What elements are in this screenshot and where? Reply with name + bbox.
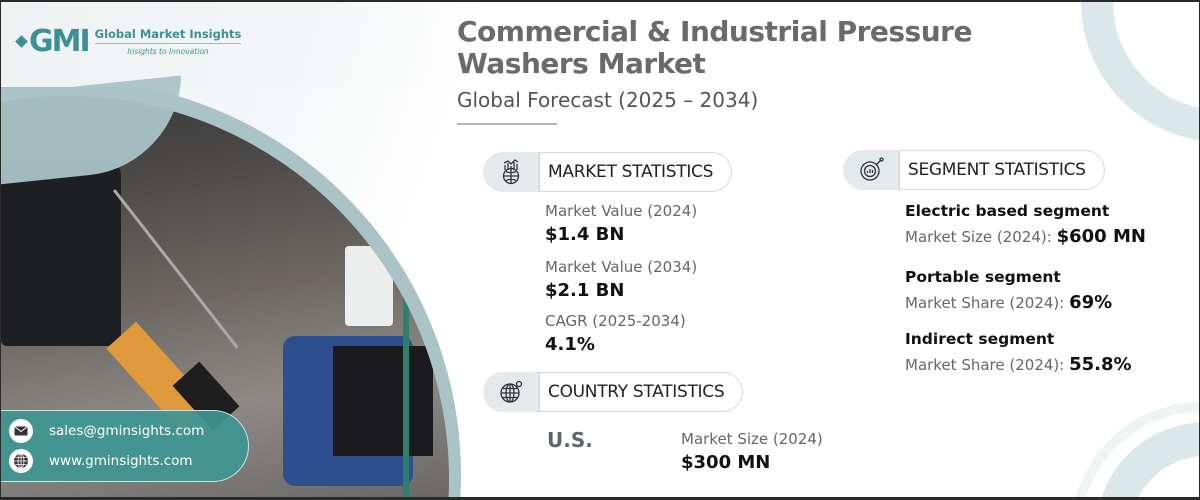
globe-icon [9, 449, 33, 473]
chart-globe-icon [483, 152, 539, 192]
page-subtitle: Global Forecast (2025 – 2034) [457, 88, 759, 112]
photo-worker [1, 156, 121, 346]
market-value-2024: $1.4 BN [545, 224, 625, 245]
logo-diamond-icon [15, 35, 28, 48]
segment-portable-title: Portable segment [905, 268, 1061, 286]
segment-indirect-value: 55.8% [1069, 354, 1132, 375]
page-title: Commercial & Industrial Pressure Washers… [457, 15, 972, 80]
country-name: U.S. [547, 428, 593, 452]
contact-email[interactable]: sales@gminsights.com [9, 419, 204, 443]
logo-name: Global Market Insights [94, 27, 242, 44]
cagr-label: CAGR (2025-2034) [545, 312, 686, 330]
globe-pin-icon [483, 372, 539, 412]
photo-machine-frame [333, 346, 433, 456]
segment-electric-title: Electric based segment [905, 202, 1110, 220]
segment-electric-value: $600 MN [1056, 226, 1146, 247]
country-market-size-label: Market Size (2024) [681, 430, 823, 448]
segment-portable-value: 69% [1069, 292, 1113, 313]
country-statistics-header: COUNTRY STATISTICS [483, 372, 744, 412]
gmi-logo[interactable]: GMI Global Market Insights Insights to I… [15, 24, 242, 59]
email-link[interactable]: sales@gminsights.com [49, 423, 205, 439]
segment-statistics-header: SEGMENT STATISTICS [843, 150, 1105, 190]
market-value-2034: $2.1 BN [545, 280, 625, 301]
market-value-2024-label: Market Value (2024) [545, 202, 698, 220]
logo-tagline: Insights to Innovation [127, 47, 209, 56]
envelope-icon [9, 419, 33, 443]
logo-mark: GMI [15, 24, 91, 59]
target-chart-icon [843, 150, 899, 190]
market-statistics-header: MARKET STATISTICS [483, 152, 733, 192]
decorative-arc-top [1081, 2, 1199, 142]
title-divider [457, 123, 557, 125]
website-link[interactable]: www.gminsights.com [49, 453, 193, 469]
cagr-value: 4.1% [545, 334, 595, 355]
segment-indirect-line: Market Share (2024): 55.8% [905, 354, 1132, 375]
market-value-2034-label: Market Value (2034) [545, 258, 698, 276]
header-band [1, 2, 431, 87]
photo-hose [403, 236, 409, 497]
photo-water-tank [345, 246, 393, 326]
country-market-size-value: $300 MN [681, 452, 771, 473]
segment-portable-line: Market Share (2024): 69% [905, 292, 1113, 313]
segment-indirect-title: Indirect segment [905, 330, 1055, 348]
contact-website[interactable]: www.gminsights.com [9, 449, 193, 473]
contact-box: sales@gminsights.com www.gminsights.com [1, 410, 249, 482]
segment-electric-line: Market Size (2024): $600 MN [905, 226, 1146, 247]
